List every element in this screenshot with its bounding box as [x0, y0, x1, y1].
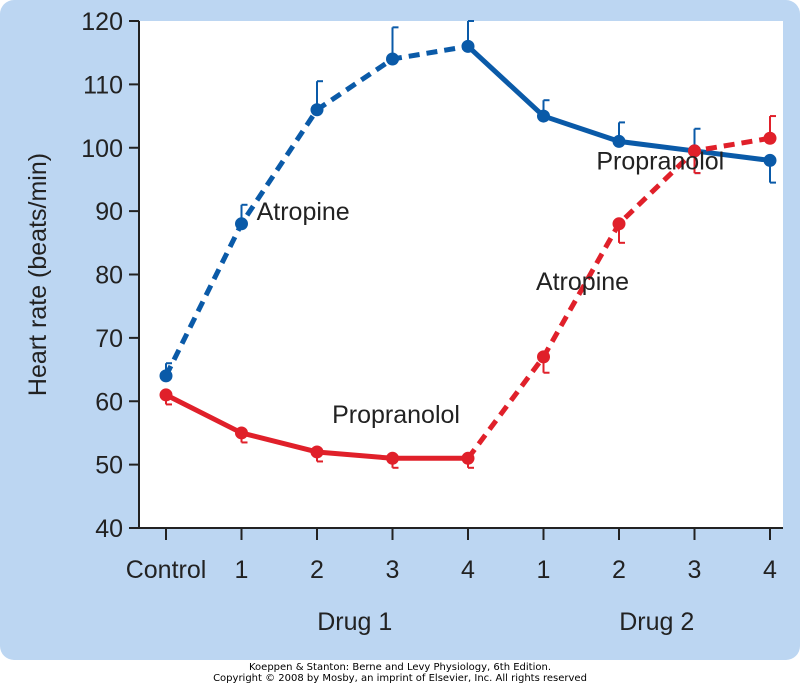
data-point-blue-6 [612, 134, 626, 148]
annotation-4: Propranolol [332, 401, 460, 429]
x-tick-label-1: 1 [235, 556, 249, 584]
data-point-red-0 [159, 388, 173, 402]
group-label-2: Drug 2 [619, 608, 694, 636]
data-point-blue-0 [159, 369, 173, 383]
annotation-1: Atropine [257, 198, 350, 226]
data-point-blue-8 [763, 153, 777, 167]
y-tick-label-120: 120 [81, 8, 123, 36]
x-tick-label-3: 3 [386, 556, 400, 584]
credit-line-1: Koeppen & Stanton: Berne and Levy Physio… [249, 662, 551, 673]
data-point-red-1 [235, 426, 248, 440]
data-point-red-7 [688, 144, 701, 158]
x-tick-label-7: 3 [688, 556, 702, 584]
data-point-red-5 [537, 350, 550, 364]
x-tick-label-4: 4 [461, 556, 475, 584]
y-tick-label-110: 110 [83, 71, 123, 99]
y-tick-label-40: 40 [95, 515, 123, 543]
y-tick-label-100: 100 [81, 135, 123, 163]
data-point-red-3 [386, 451, 399, 465]
data-point-blue-4 [461, 39, 475, 53]
data-point-blue-3 [386, 52, 399, 66]
data-point-blue-1 [235, 217, 248, 231]
y-tick-label-60: 60 [95, 388, 123, 416]
data-point-blue-2 [310, 103, 324, 117]
x-tick-label-6: 2 [612, 556, 626, 584]
credit-line-2: Copyright © 2008 by Mosby, an imprint of… [213, 673, 587, 684]
annotation-2: Propranolol [596, 147, 724, 175]
annotation-3: Atropine [536, 268, 629, 296]
group-label-1: Drug 1 [317, 608, 392, 636]
data-point-red-4 [461, 451, 475, 465]
data-point-blue-5 [537, 109, 550, 123]
y-tick-label-50: 50 [95, 452, 123, 480]
y-tick-label-90: 90 [95, 198, 123, 226]
x-tick-label-8: 4 [763, 556, 777, 584]
data-point-red-2 [310, 445, 324, 459]
data-point-red-6 [612, 217, 626, 231]
heart-rate-chart: 40 50 60 70 80 90 100 110 120 Control 1 2 3 4 1 2 3 4 Drug… [24, 8, 783, 636]
y-axis-label: Heart rate (beats/min) [24, 153, 52, 396]
x-tick-label-0: Control [126, 556, 207, 584]
x-tick-label-2: 2 [310, 556, 324, 584]
y-tick-label-80: 80 [95, 262, 123, 290]
y-tick-label-70: 70 [95, 325, 123, 353]
plot-area [139, 21, 783, 528]
copyright-credit: Koeppen & Stanton: Berne and Levy Physio… [0, 662, 800, 684]
x-tick-label-5: 1 [537, 556, 551, 584]
data-point-red-8 [763, 131, 777, 145]
